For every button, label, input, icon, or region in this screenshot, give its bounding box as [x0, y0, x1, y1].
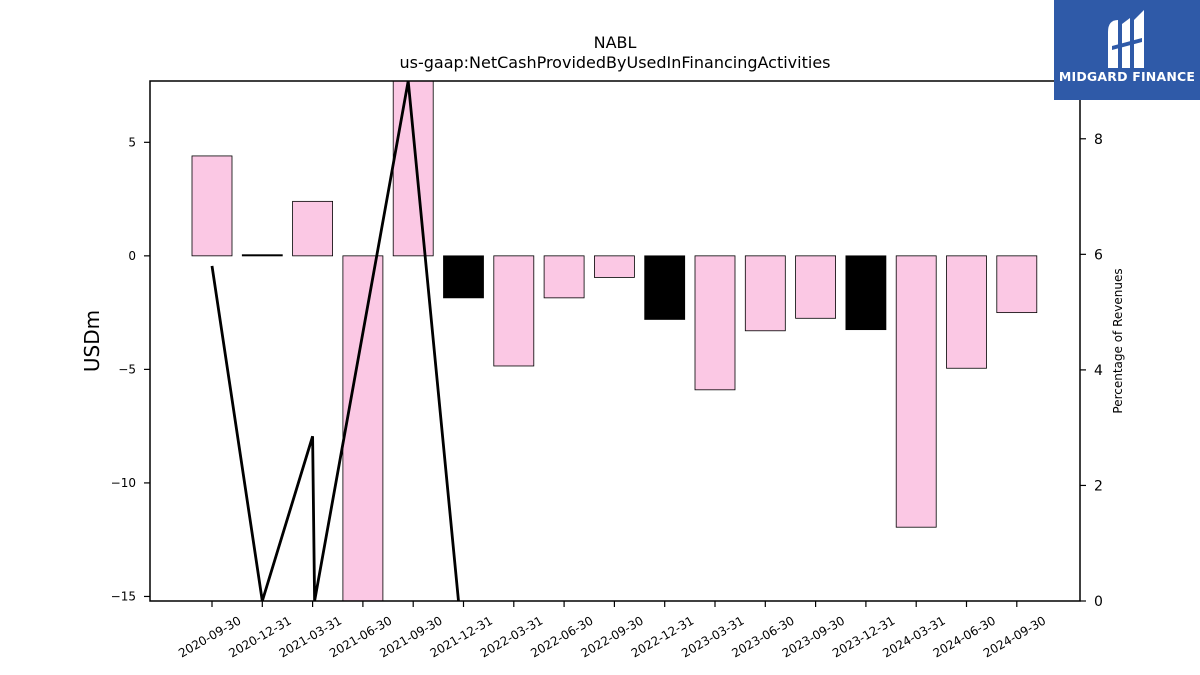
- y-tick-label: −5: [118, 362, 136, 376]
- bar-2023-03-31: [694, 255, 736, 391]
- y-tick-label: −10: [111, 476, 136, 490]
- chart-title: NABL: [594, 33, 637, 52]
- y-tick-label: −15: [111, 589, 136, 603]
- bar-2023-06-30: [744, 255, 786, 332]
- bar-2023-12-31: [845, 255, 887, 331]
- bar-2020-12-31: [241, 254, 283, 257]
- percentage-line: [210, 81, 460, 601]
- bar-2021-03-31: [292, 200, 334, 257]
- bar-2021-06-30: [342, 255, 384, 601]
- y2-tick-label: 6: [1094, 247, 1103, 263]
- bar-series: [191, 81, 1038, 601]
- bar-2022-03-31: [493, 255, 535, 367]
- y-tick-label: 5: [128, 135, 136, 149]
- bar-2022-12-31: [644, 255, 686, 320]
- line-series: [210, 81, 460, 601]
- y2-axis-label: Percentage of Revenues: [1111, 268, 1125, 413]
- logo-text: MIDGARD FINANCE: [1058, 69, 1196, 84]
- bar-2024-06-30: [946, 255, 987, 369]
- plot-frame: [149, 80, 1081, 602]
- chart-subtitle: us-gaap:NetCashProvidedByUsedInFinancing…: [399, 53, 830, 72]
- y-axis-label: USDm: [80, 310, 104, 372]
- y2-tick-label: 2: [1094, 478, 1103, 494]
- bar-2022-09-30: [594, 255, 635, 278]
- bar-2024-09-30: [996, 255, 1038, 314]
- bar-2024-03-31: [895, 255, 937, 528]
- y-tick-label: 0: [128, 249, 136, 263]
- logo-mark-icon: [1108, 10, 1144, 68]
- bar-2020-09-30: [191, 155, 233, 257]
- bar-2022-06-30: [543, 255, 585, 299]
- y2-tick-label: 4: [1094, 363, 1103, 379]
- logo: MIDGARD FINANCE: [1054, 0, 1200, 100]
- bar-2021-12-31: [443, 255, 484, 299]
- bar-2023-09-30: [795, 255, 836, 319]
- bar-2021-09-30: [392, 81, 434, 257]
- y2-tick-label: 8: [1094, 132, 1103, 148]
- y2-tick-label: 0: [1094, 594, 1103, 610]
